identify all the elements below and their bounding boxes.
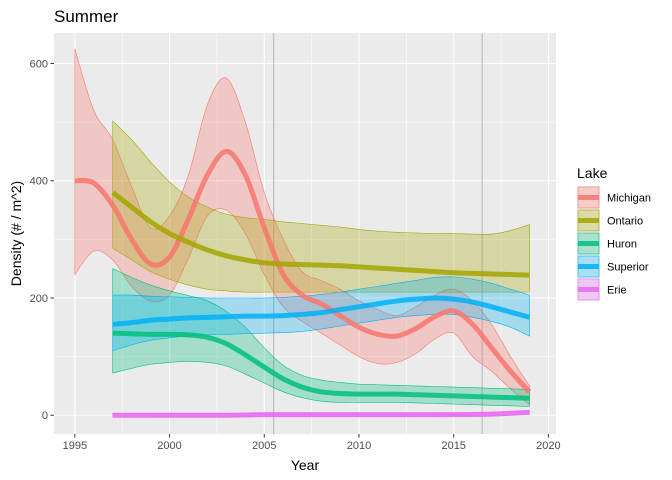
line-huron xyxy=(112,330,530,401)
legend-label: Michigan xyxy=(607,193,651,205)
legend-title: Lake xyxy=(577,165,608,181)
x-tick-label: 2000 xyxy=(157,440,181,452)
line-ontario xyxy=(111,190,530,278)
line-erie xyxy=(112,409,530,418)
x-tick-label: 2010 xyxy=(347,440,371,452)
legend-item-michigan: Michigan xyxy=(577,186,651,209)
y-axis: 0 200 400 600 xyxy=(30,58,54,422)
x-tick-label: 1995 xyxy=(63,440,87,452)
legend-items: Michigan Ontario Huron Superior Erie xyxy=(577,186,651,301)
x-axis-title: Year xyxy=(291,457,320,473)
legend-label: Superior xyxy=(607,262,649,274)
legend-item-ontario: Ontario xyxy=(577,209,643,232)
legend-item-superior: Superior xyxy=(577,255,649,278)
legend: Lake Michigan Ontario Huron Superior Erie xyxy=(577,165,651,301)
reference-lines xyxy=(273,33,483,434)
legend-item-erie: Erie xyxy=(577,278,627,301)
y-tick-label: 400 xyxy=(30,176,48,188)
line-michigan xyxy=(74,148,532,394)
y-tick-label: 600 xyxy=(30,58,48,70)
legend-item-huron: Huron xyxy=(577,232,637,255)
legend-label: Ontario xyxy=(607,216,643,228)
line-superior xyxy=(112,295,531,327)
x-tick-label: 2015 xyxy=(441,440,465,452)
legend-label: Huron xyxy=(607,239,637,251)
chart-title: Summer xyxy=(54,7,119,26)
x-axis: 1995 2000 2005 2010 2015 2020 xyxy=(63,434,561,452)
legend-label: Erie xyxy=(607,285,627,297)
y-tick-label: 0 xyxy=(42,410,48,422)
y-axis-title: Density (# / m^2) xyxy=(8,181,24,286)
series-lines xyxy=(74,148,532,418)
x-tick-label: 2020 xyxy=(536,440,560,452)
y-tick-label: 200 xyxy=(30,293,48,305)
x-tick-label: 2005 xyxy=(252,440,276,452)
ribbon-ontario xyxy=(112,120,530,293)
